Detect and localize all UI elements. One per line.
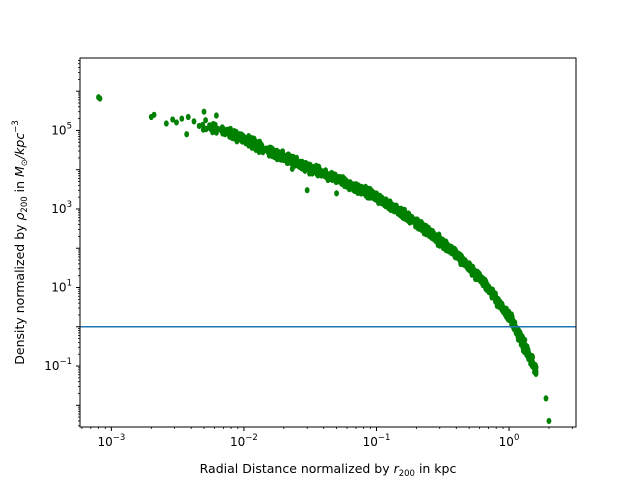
- data-point: [473, 270, 479, 277]
- data-point: [451, 246, 456, 253]
- x-tick-label: 100: [499, 433, 520, 449]
- data-point: [459, 255, 465, 262]
- data-point: [390, 206, 396, 213]
- data-point: [174, 119, 179, 126]
- data-point: [278, 156, 284, 163]
- data-point: [203, 117, 208, 124]
- data-point: [316, 168, 322, 175]
- data-point: [401, 212, 407, 219]
- data-point: [203, 125, 209, 132]
- x-tick-label: 10−1: [363, 433, 391, 449]
- data-point: [500, 304, 506, 311]
- data-point: [212, 121, 218, 128]
- data-point: [310, 166, 316, 173]
- data-point: [365, 194, 370, 201]
- data-point: [456, 252, 462, 259]
- data-point: [210, 129, 215, 136]
- data-point: [320, 171, 326, 178]
- y-tick-label: 101: [51, 279, 72, 295]
- data-point: [525, 351, 530, 358]
- data-point: [532, 369, 537, 376]
- data-point: [262, 147, 267, 154]
- data-point: [332, 172, 337, 179]
- data-point: [334, 190, 339, 197]
- data-point: [509, 318, 515, 325]
- data-point: [415, 217, 421, 224]
- data-point: [249, 144, 255, 151]
- data-point: [97, 95, 103, 102]
- data-point: [185, 113, 191, 121]
- data-point: [420, 221, 426, 228]
- data-point: [426, 229, 432, 236]
- data-point: [373, 192, 379, 199]
- data-point: [334, 178, 339, 185]
- data-point: [277, 151, 283, 158]
- y-tick-label: 10−1: [44, 357, 72, 373]
- data-point: [368, 192, 374, 199]
- data-point: [436, 236, 442, 243]
- data-point: [272, 154, 278, 161]
- x-tick-label: 10−3: [97, 433, 125, 449]
- data-point: [342, 177, 348, 185]
- data-point: [516, 335, 522, 342]
- data-point: [163, 120, 169, 127]
- data-point: [337, 174, 343, 181]
- data-point: [495, 300, 500, 307]
- data-point: [408, 216, 414, 223]
- data-point: [521, 343, 527, 350]
- y-tick-label: 103: [51, 200, 72, 216]
- data-point: [303, 164, 309, 171]
- data-point: [170, 116, 176, 123]
- data-point: [505, 310, 510, 317]
- data-point: [466, 266, 472, 274]
- data-point: [543, 395, 549, 402]
- scatter-points: [96, 94, 552, 425]
- data-point: [346, 179, 352, 187]
- x-tick-label: 10−2: [230, 433, 258, 449]
- data-point: [151, 111, 157, 118]
- data-point: [354, 185, 359, 192]
- data-point: [201, 108, 207, 115]
- data-point: [533, 364, 539, 371]
- data-point: [229, 130, 235, 138]
- data-point: [515, 327, 521, 334]
- data-point: [237, 131, 243, 138]
- data-point: [490, 288, 496, 296]
- data-point: [228, 125, 233, 133]
- data-point: [268, 146, 273, 153]
- data-point: [220, 125, 226, 132]
- data-point: [396, 207, 402, 215]
- data-point: [292, 157, 297, 164]
- data-point: [304, 187, 310, 194]
- data-point: [191, 118, 197, 125]
- data-point: [196, 122, 202, 130]
- data-point: [240, 135, 245, 142]
- data-point: [439, 242, 445, 249]
- data-point: [546, 417, 552, 425]
- data-point: [236, 135, 242, 142]
- plot-area-frame: [79, 57, 577, 428]
- data-point: [214, 112, 219, 119]
- x-axis-label: Radial Distance normalized by r200 in kp…: [200, 461, 457, 479]
- data-point: [184, 131, 190, 138]
- y-axis-label: Density normalized by ρ200 in M⊙/kpc−3: [11, 120, 30, 364]
- data-point: [255, 143, 261, 150]
- data-point: [422, 229, 427, 236]
- data-point: [381, 197, 387, 204]
- data-point: [483, 280, 489, 287]
- data-point: [179, 115, 185, 122]
- data-point: [287, 155, 292, 162]
- axis-ticks: 10−3 10−2 10−1 100 10−1 101 103 105: [44, 60, 573, 449]
- data-point: [231, 135, 237, 142]
- y-tick-label: 105: [51, 121, 72, 137]
- data-point: [297, 161, 302, 168]
